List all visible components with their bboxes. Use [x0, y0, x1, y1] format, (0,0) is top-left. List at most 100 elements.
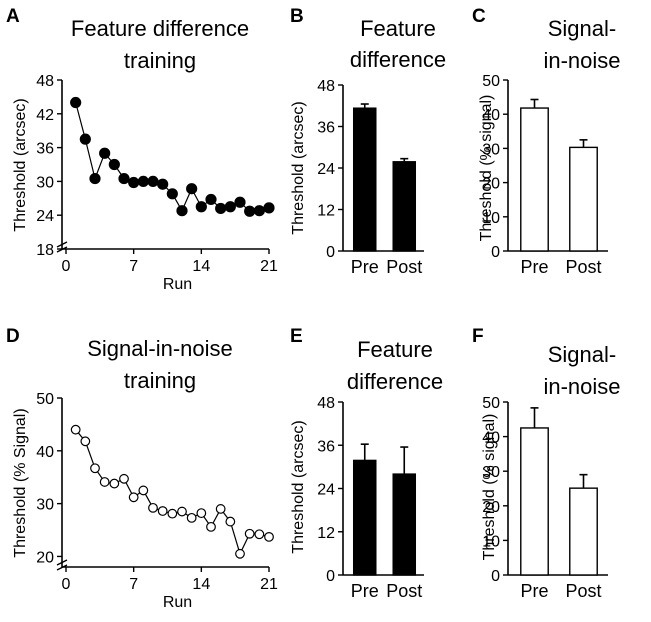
- data-point: [215, 504, 226, 514]
- y-tick-label: 30: [482, 141, 500, 158]
- data-point: [137, 175, 149, 187]
- y-tick-label: 24: [317, 161, 335, 178]
- x-category-label: Post: [565, 581, 601, 601]
- x-category-label: Post: [386, 257, 422, 277]
- y-tick-label: 10: [482, 533, 500, 550]
- y-axis-label: Threshold (arcsec): [290, 101, 307, 234]
- y-tick-label: 30: [36, 497, 54, 514]
- data-point: [128, 176, 140, 189]
- data-point: [70, 96, 82, 109]
- data-point: [235, 548, 245, 559]
- y-tick-label: 0: [491, 244, 500, 261]
- y-tick-label: 36: [317, 438, 335, 455]
- y-tick-label: 40: [482, 430, 500, 447]
- x-category-label: Post: [386, 581, 422, 601]
- data-point: [263, 202, 275, 214]
- data-point: [148, 502, 158, 513]
- x-axis-label: Run: [163, 276, 192, 293]
- y-tick-label: 20: [36, 549, 54, 566]
- data-point: [177, 506, 187, 517]
- x-axis-label: Run: [163, 594, 192, 611]
- data-point: [70, 424, 81, 435]
- y-tick-label: 12: [317, 203, 335, 220]
- y-tick-label: 10: [482, 210, 500, 227]
- y-tick-label: 20: [482, 176, 500, 193]
- y-tick-label: 20: [482, 499, 500, 516]
- panel-letter: B: [290, 6, 304, 27]
- y-tick-label: 48: [317, 78, 335, 95]
- panel-c: C Signal-in-noise Threshold (% signal) 0 10 2…: [472, 6, 621, 277]
- y-tick-label: 24: [36, 208, 54, 225]
- x-category-label: Pre: [351, 581, 379, 601]
- x-tick-label: 21: [260, 576, 278, 593]
- y-tick-label: 36: [36, 141, 54, 158]
- axis-break-mark: [56, 241, 68, 253]
- chart-title-line: Signal-: [548, 342, 616, 367]
- data-point: [138, 485, 149, 496]
- y-tick-label: 30: [482, 464, 500, 481]
- y-axis-label: Threshold (% signal): [481, 414, 498, 561]
- y-tick-label: 18: [36, 242, 54, 259]
- data-point: [253, 205, 265, 217]
- x-tick-label: 7: [129, 576, 138, 593]
- chart-title-line: Signal-: [548, 16, 616, 41]
- y-tick-label: 40: [36, 444, 54, 461]
- y-axis-label: Threshold (arcsec): [290, 420, 307, 553]
- y-tick-label: 48: [36, 73, 54, 90]
- y-tick-label: 24: [317, 482, 335, 499]
- chart-title-line: Feature: [360, 16, 436, 41]
- panel-letter: D: [6, 326, 20, 347]
- y-tick-label: 0: [326, 244, 335, 261]
- data-point: [90, 463, 100, 474]
- y-axis-label: Threshold (arcsec): [12, 98, 29, 231]
- y-tick-label: 50: [36, 391, 54, 408]
- chart-title-line: Feature difference: [71, 16, 249, 41]
- data-point: [195, 201, 207, 213]
- x-tick-label: 14: [192, 258, 210, 275]
- panel-letter: C: [472, 6, 486, 27]
- bar: [569, 146, 598, 252]
- panel-letter: A: [6, 6, 20, 27]
- x-tick-label: 21: [260, 258, 278, 275]
- y-axis-label: Threshold (% signal): [478, 95, 495, 242]
- data-point: [254, 529, 265, 540]
- y-tick-label: 36: [317, 120, 335, 137]
- y-tick-label: 42: [36, 107, 54, 124]
- data-point: [186, 183, 198, 195]
- data-point: [196, 508, 207, 519]
- chart-title-line: in-noise: [543, 48, 620, 73]
- y-tick-label: 50: [482, 395, 500, 412]
- bar: [392, 161, 417, 252]
- data-point: [215, 202, 227, 215]
- x-category-label: Pre: [520, 257, 548, 277]
- data-point: [186, 512, 197, 523]
- data-point: [205, 193, 217, 206]
- data-point: [225, 516, 236, 527]
- data-point: [264, 531, 274, 542]
- x-category-label: Pre: [520, 581, 548, 601]
- bar: [569, 487, 598, 576]
- y-axis-label: Threshold (% Signal): [12, 408, 29, 557]
- data-point: [224, 201, 236, 213]
- bar: [352, 459, 377, 576]
- panel-f: F Signal-in-noise Threshold (% signal) 0 10 2…: [472, 326, 621, 601]
- data-point: [244, 205, 256, 217]
- data-point: [166, 188, 178, 200]
- data-point: [80, 436, 91, 447]
- y-tick-label: 40: [482, 107, 500, 124]
- data-point: [79, 133, 91, 145]
- data-point: [176, 205, 188, 217]
- x-tick-label: 7: [129, 258, 138, 275]
- axis-break-mark: [56, 559, 68, 571]
- chart-title-line: difference: [347, 369, 443, 394]
- chart-title-line: difference: [350, 47, 446, 72]
- bar: [392, 473, 417, 576]
- data-point: [157, 178, 169, 190]
- data-point: [108, 158, 120, 171]
- data-point: [167, 508, 178, 519]
- bar: [520, 427, 549, 576]
- x-tick-label: 0: [62, 258, 71, 275]
- panel-d: D Signal-in-noise training Threshold (% Sig…: [6, 326, 278, 611]
- y-tick-label: 50: [482, 73, 500, 90]
- chart-title-line: in-noise: [543, 374, 620, 399]
